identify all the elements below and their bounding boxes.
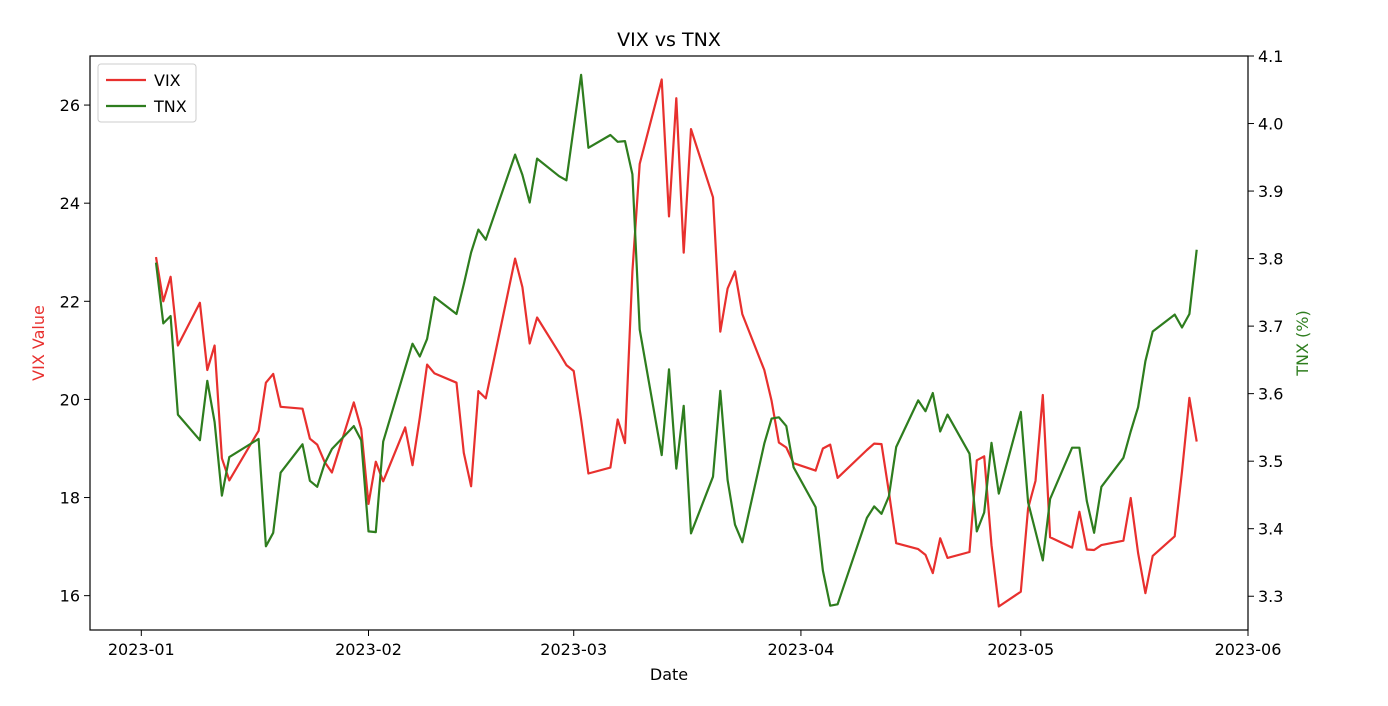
left-y-tick-label: 20 [60, 390, 80, 409]
left-y-tick-label: 22 [60, 292, 80, 311]
vix-series-line [154, 78, 1198, 608]
x-tick-label: 2023-05 [987, 640, 1054, 659]
right-y-tick-label: 3.6 [1258, 385, 1283, 404]
legend-box [97, 63, 197, 123]
right-y-tick-label: 3.9 [1258, 182, 1283, 201]
right-y-tick-label: 4.1 [1258, 47, 1283, 66]
right-y-tick-label: 3.3 [1258, 587, 1283, 606]
x-tick-label: 2023-04 [767, 640, 834, 659]
tnx-series-line [154, 73, 1198, 607]
x-tick-label: 2023-01 [108, 640, 175, 659]
left-y-tick-label: 18 [60, 489, 80, 508]
right-y-tick-label: 3.8 [1258, 250, 1283, 269]
left-y-tick-label: 24 [60, 194, 80, 213]
x-tick-label: 2023-03 [540, 640, 607, 659]
right-y-axis-label: TNX (%) [1293, 310, 1312, 376]
legend: VIX TNX [97, 63, 197, 123]
left-y-tick-label: 26 [60, 96, 80, 115]
right-y-tick-label: 3.7 [1258, 317, 1283, 336]
tnx-legend-label: TNX [153, 97, 187, 116]
axes-layer: 2023-01 2023-02 2023-03 2023-04 2023-05 2023-… [60, 47, 1284, 659]
x-tick-label: 2023-06 [1215, 640, 1282, 659]
plot-frame [89, 55, 1249, 631]
right-y-tick-label: 4.0 [1258, 115, 1283, 134]
x-axis-label: Date [650, 665, 688, 684]
left-y-tick-label: 16 [60, 587, 80, 606]
right-y-tick-label: 3.5 [1258, 452, 1283, 471]
right-y-tick-label: 3.4 [1258, 520, 1283, 539]
x-tick-label: 2023-02 [335, 640, 402, 659]
vix-legend-label: VIX [154, 71, 181, 90]
series-layer [154, 73, 1198, 608]
left-y-axis-label: VIX Value [29, 305, 48, 381]
chart-title: VIX vs TNX [617, 29, 721, 51]
